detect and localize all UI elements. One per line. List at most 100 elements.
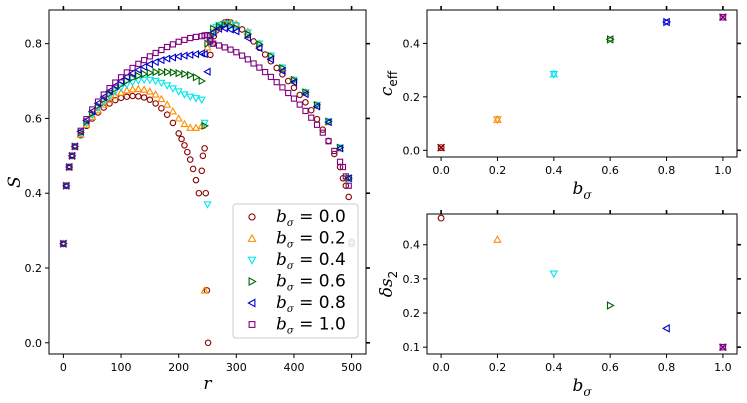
data-point	[82, 120, 91, 128]
y-tick-label: 0.6	[25, 112, 43, 125]
data-point	[285, 89, 292, 97]
data-point	[135, 71, 143, 80]
x-axis-label: bσ	[572, 179, 592, 202]
data-point	[718, 13, 727, 22]
data-point	[202, 189, 210, 197]
data-point	[178, 135, 185, 143]
data-point	[174, 52, 182, 61]
plot-frame	[426, 213, 738, 355]
data-point	[157, 79, 166, 88]
data-point	[718, 343, 727, 352]
data-point	[151, 90, 160, 98]
data-point	[94, 98, 102, 105]
data-point	[308, 114, 315, 121]
data-point	[163, 100, 172, 108]
data-point	[719, 343, 727, 351]
y-tick-label: 0.0	[403, 144, 421, 157]
data-point	[200, 49, 208, 59]
data-point	[215, 42, 223, 49]
data-point	[162, 54, 171, 63]
y-axis-label: S	[5, 176, 25, 188]
data-point	[164, 67, 172, 77]
data-point	[169, 41, 177, 48]
data-point	[187, 34, 194, 42]
data-point	[719, 13, 727, 21]
data-point	[158, 105, 165, 112]
data-point	[158, 67, 166, 77]
data-point	[129, 73, 137, 83]
data-point	[198, 167, 206, 175]
data-point	[174, 114, 183, 122]
x-tick-label: 0.6	[601, 361, 619, 374]
data-point	[203, 201, 212, 209]
data-point	[324, 118, 332, 127]
data-point	[184, 148, 191, 156]
data-point	[195, 189, 203, 197]
x-tick-label: 1.0	[714, 164, 732, 177]
data-point	[663, 17, 672, 27]
data-point	[71, 143, 79, 150]
data-point	[89, 106, 96, 113]
data-point	[262, 68, 269, 76]
data-point	[339, 163, 347, 171]
data-point	[110, 81, 119, 91]
data-point	[180, 119, 189, 128]
data-point	[345, 193, 352, 201]
series-square	[60, 31, 355, 247]
panel-deltas2: 0.0 0.2 0.4 0.6 0.8 1.0 0.1 0.2 0.3 0.4 bσ δs2	[377, 210, 741, 399]
data-point	[302, 99, 309, 106]
x-tick-label: 400	[283, 361, 304, 374]
x-tick-label: 0.2	[489, 164, 507, 177]
data-point	[145, 87, 154, 95]
data-point	[106, 85, 113, 92]
data-point	[181, 142, 188, 149]
x-axis-label: r	[203, 374, 212, 394]
x-tick-label: 0.8	[658, 164, 676, 177]
data-point	[152, 49, 159, 57]
data-point	[164, 43, 171, 51]
legend-label: bσ = 0.6	[276, 272, 346, 294]
data-point	[106, 100, 113, 107]
legend-label: bσ = 0.0	[276, 207, 346, 229]
data-point	[63, 182, 70, 189]
data-point	[60, 240, 67, 247]
legend-marker	[248, 276, 257, 287]
data-point	[302, 107, 309, 115]
data-point	[93, 105, 103, 114]
data-point	[345, 182, 352, 189]
data-point	[278, 66, 286, 76]
legend: bσ = 0.0bσ = 0.2bσ = 0.4bσ = 0.6bσ = 0.8…	[232, 203, 359, 339]
data-point	[203, 67, 211, 76]
data-point	[313, 115, 321, 123]
data-point	[437, 143, 446, 152]
legend-marker	[247, 233, 257, 242]
y-axis-label: δs2	[377, 271, 400, 298]
data-point	[134, 65, 142, 74]
data-point	[204, 339, 212, 347]
legend-label: bσ = 0.4	[276, 250, 346, 272]
data-point	[273, 79, 280, 86]
data-point	[175, 69, 184, 78]
y-tick-label: 0.2	[403, 307, 421, 320]
y-tick-label: 0.3	[403, 273, 421, 286]
data-point	[290, 84, 298, 92]
data-point	[204, 31, 211, 39]
data-point	[210, 32, 218, 40]
data-point	[662, 324, 670, 333]
legend-marker	[248, 321, 256, 328]
data-point	[313, 100, 322, 110]
data-point	[192, 73, 201, 82]
data-point	[279, 84, 286, 91]
data-point	[128, 84, 137, 93]
x-tick-label: 0.8	[658, 361, 676, 374]
data-point	[191, 123, 201, 131]
data-point	[129, 92, 136, 100]
data-point	[335, 144, 344, 153]
data-point	[244, 56, 251, 63]
data-point	[605, 35, 614, 44]
data-point	[437, 214, 445, 222]
data-point	[117, 74, 125, 81]
legend-marker	[248, 213, 256, 221]
legend-marker	[247, 298, 256, 308]
data-point	[289, 78, 298, 87]
